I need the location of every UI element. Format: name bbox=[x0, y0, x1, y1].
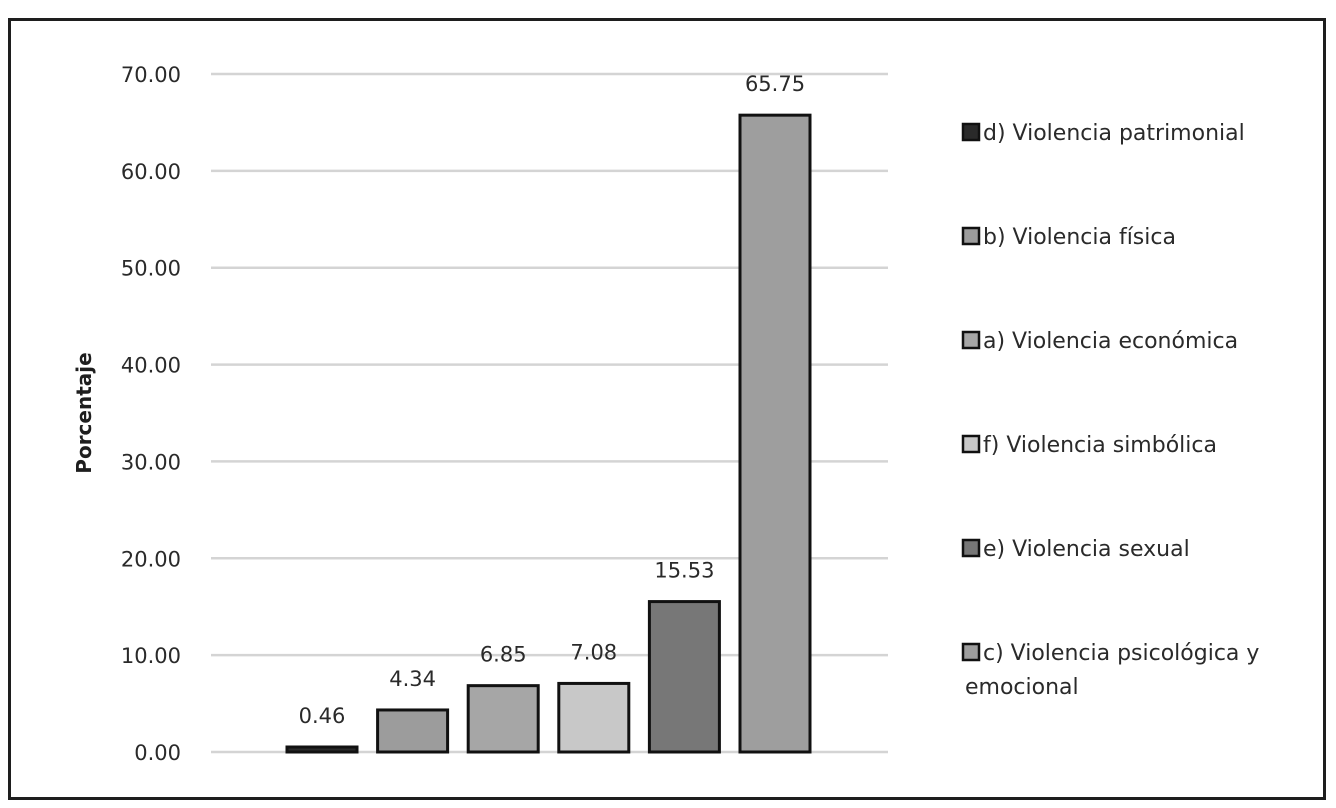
legend-label: c) Violencia psicológica y emocional bbox=[965, 641, 1259, 700]
legend-label-line: a) Violencia económica bbox=[983, 329, 1238, 354]
legend-swatch bbox=[961, 122, 981, 142]
legend-label-line: f) Violencia simbólica bbox=[983, 433, 1217, 458]
y-axis-ticks: 0.00 10.00 20.00 30.00 40.00 50.00 60.00 70.00 bbox=[121, 63, 181, 765]
legend-label-line: e) Violencia sexual bbox=[983, 537, 1190, 562]
data-label: 0.46 bbox=[299, 704, 346, 728]
legend-label: b) Violencia física bbox=[983, 225, 1176, 250]
legend-label-line: d) Violencia patrimonial bbox=[983, 121, 1245, 146]
y-tick-label: 70.00 bbox=[121, 63, 181, 87]
y-tick-label: 20.00 bbox=[121, 547, 181, 571]
legend-label: d) Violencia patrimonial bbox=[983, 121, 1245, 146]
legend-label: e) Violencia sexual bbox=[983, 537, 1190, 562]
y-tick-label: 60.00 bbox=[121, 160, 181, 184]
data-labels: 0.46 4.34 6.85 7.08 15.53 65.75 bbox=[299, 72, 805, 728]
y-tick-label: 40.00 bbox=[121, 354, 181, 378]
y-tick-label: 10.00 bbox=[121, 644, 181, 668]
y-tick-label: 0.00 bbox=[134, 741, 181, 765]
legend-swatch bbox=[961, 434, 981, 454]
data-label: 4.34 bbox=[389, 667, 436, 691]
bar bbox=[557, 681, 631, 754]
bar bbox=[738, 113, 812, 754]
legend-label-line: emocional bbox=[965, 675, 1079, 700]
bar bbox=[466, 684, 540, 754]
data-label: 7.08 bbox=[570, 640, 617, 664]
legend: d) Violencia patrimonial b) Violencia fís… bbox=[961, 121, 1259, 700]
data-label: 6.85 bbox=[480, 643, 527, 667]
bar-chart: 0.0010.0020.0030.0040.0050.0060.0070.00 … bbox=[72, 63, 1259, 765]
gridlines bbox=[211, 72, 888, 754]
legend-swatch bbox=[961, 538, 981, 558]
legend-swatch bbox=[961, 642, 981, 662]
y-axis-title: Porcentaje bbox=[72, 352, 96, 473]
bar bbox=[285, 745, 359, 754]
legend-label-line: c) Violencia psicológica y bbox=[983, 641, 1259, 666]
data-label: 65.75 bbox=[745, 72, 805, 96]
legend-label: f) Violencia simbólica bbox=[983, 433, 1217, 458]
legend-swatch bbox=[961, 226, 981, 246]
chart-frame: 0.00 10.00 20.00 30.00 40.00 50.00 60.00 70.00 … bbox=[8, 18, 1326, 800]
legend-swatch bbox=[961, 330, 981, 350]
y-tick-label: 50.00 bbox=[121, 257, 181, 281]
legend-label: a) Violencia económica bbox=[983, 329, 1238, 354]
y-tick-label: 30.00 bbox=[121, 450, 181, 474]
data-label: 15.53 bbox=[654, 559, 714, 583]
bars bbox=[285, 113, 812, 754]
bar bbox=[376, 708, 450, 754]
bar bbox=[647, 600, 721, 754]
legend-label-line: b) Violencia física bbox=[983, 225, 1176, 250]
